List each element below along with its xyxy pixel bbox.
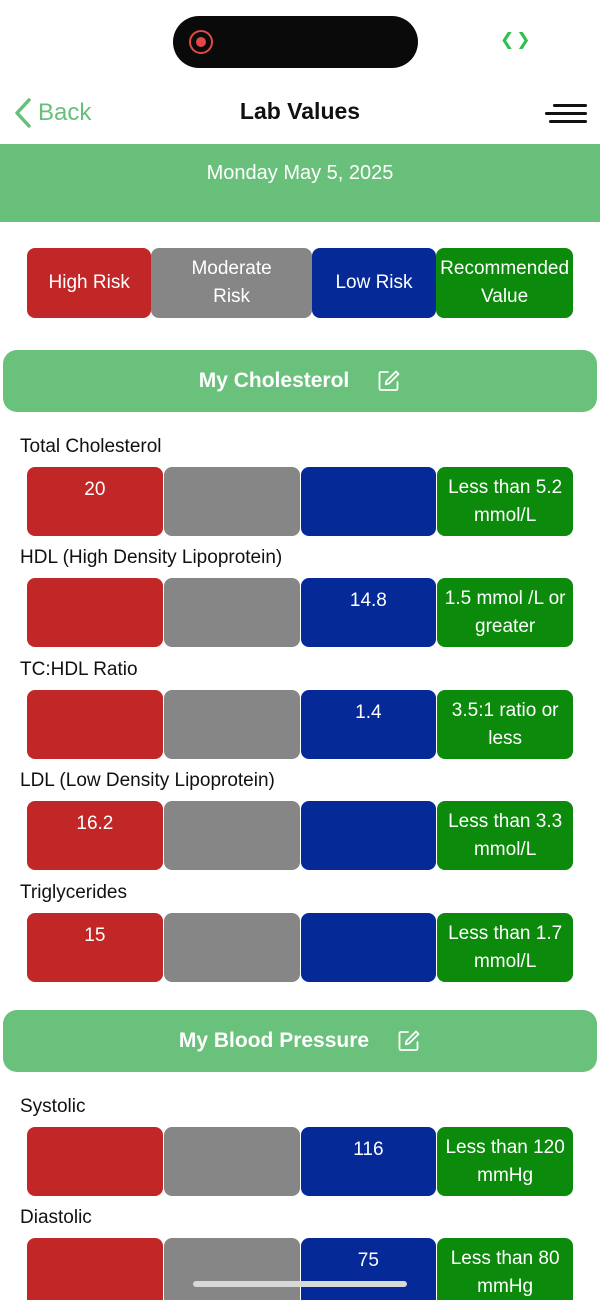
high-risk-cell [27, 1238, 163, 1300]
row-label-tc-hdl-ratio: TC:HDL Ratio [20, 659, 138, 680]
moderate-risk-cell [163, 578, 300, 647]
section-title: My Cholesterol [198, 369, 350, 392]
row-triglycerides: 15 Less than 1.7 mmol/L [27, 913, 574, 982]
menu-button[interactable] [545, 102, 587, 124]
recommended-value-cell: Less than 5.2 mmol/L [437, 467, 574, 536]
row-hdl: 14.8 1.5 mmol /L or greater [27, 578, 574, 647]
screen-recording-icon [189, 30, 213, 54]
row-label-triglycerides: Triglycerides [20, 882, 127, 903]
edit-icon[interactable] [377, 369, 401, 393]
row-systolic: 116 Less than 120 mmHg [27, 1127, 574, 1196]
row-label-diastolic: Diastolic [20, 1207, 92, 1228]
recommended-value-cell: Less than 80 mmHg [437, 1238, 574, 1300]
moderate-risk-cell [163, 913, 300, 982]
moderate-risk-cell [163, 801, 300, 870]
legend-low-risk: Low Risk [311, 248, 437, 318]
row-label-systolic: Systolic [20, 1096, 86, 1117]
low-risk-cell: 14.8 [300, 578, 437, 647]
back-button[interactable]: Back [12, 96, 91, 130]
low-risk-cell: 1.4 [300, 690, 437, 759]
low-risk-cell [300, 913, 437, 982]
menu-line [545, 112, 587, 115]
row-ldl: 16.2 Less than 3.3 mmol/L [27, 801, 574, 870]
high-risk-cell [27, 690, 163, 759]
row-total-cholesterol: 20 Less than 5.2 mmol/L [27, 467, 574, 536]
row-label-ldl: LDL (Low Density Lipoprotein) [20, 770, 275, 791]
low-risk-cell [300, 467, 437, 536]
edit-icon[interactable] [397, 1029, 421, 1053]
legend-recommended-value: Recommended Value [436, 248, 574, 318]
blood-pressure-section-header[interactable]: My Blood Pressure [3, 1010, 597, 1072]
low-risk-cell: 116 [300, 1127, 437, 1196]
chevron-left-icon [15, 98, 31, 128]
row-label-hdl: HDL (High Density Lipoprotein) [20, 547, 283, 568]
risk-legend: High Risk Moderate Risk Low Risk Recomme… [27, 248, 574, 318]
call-indicator-icon: ❮❯ [500, 30, 533, 49]
recommended-value-cell: Less than 1.7 mmol/L [437, 913, 574, 982]
legend-moderate-risk: Moderate Risk [151, 248, 312, 318]
moderate-risk-cell [163, 1127, 300, 1196]
low-risk-cell [300, 801, 437, 870]
moderate-risk-cell [163, 467, 300, 536]
recommended-value-cell: 3.5:1 ratio or less [437, 690, 574, 759]
back-label: Back [38, 99, 92, 126]
moderate-risk-cell [163, 690, 300, 759]
menu-line [549, 120, 587, 123]
menu-line [553, 104, 587, 107]
row-tc-hdl-ratio: 1.4 3.5:1 ratio or less [27, 690, 574, 759]
moderate-risk-cell [163, 1238, 300, 1300]
low-risk-cell: 75 [300, 1238, 437, 1300]
high-risk-cell [27, 578, 163, 647]
date-banner: Monday May 5, 2025 [0, 144, 600, 222]
row-diastolic: 75 Less than 80 mmHg [27, 1238, 574, 1300]
page-title: Lab Values [239, 98, 361, 124]
recommended-value-cell: Less than 3.3 mmol/L [437, 801, 574, 870]
dynamic-island [173, 16, 418, 68]
recommended-value-cell: 1.5 mmol /L or greater [437, 578, 574, 647]
cholesterol-section-header[interactable]: My Cholesterol [3, 350, 597, 412]
row-label-total-cholesterol: Total Cholesterol [20, 436, 162, 457]
high-risk-cell: 15 [27, 913, 163, 982]
section-title: My Blood Pressure [178, 1029, 370, 1052]
high-risk-cell: 16.2 [27, 801, 163, 870]
high-risk-cell [27, 1127, 163, 1196]
legend-high-risk: High Risk [27, 248, 152, 318]
high-risk-cell: 20 [27, 467, 163, 536]
recommended-value-cell: Less than 120 mmHg [437, 1127, 574, 1196]
home-indicator[interactable] [193, 1281, 407, 1287]
